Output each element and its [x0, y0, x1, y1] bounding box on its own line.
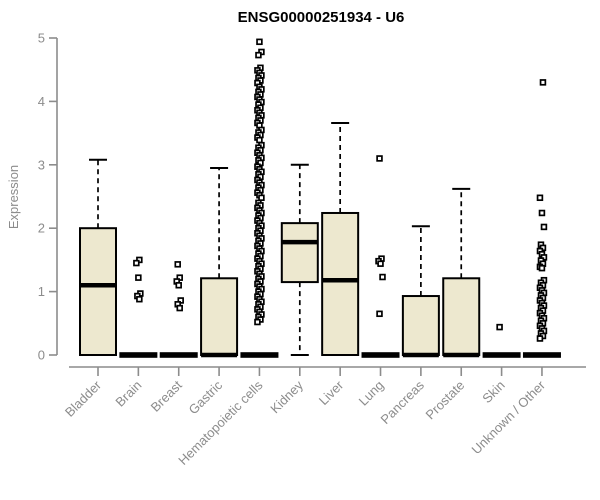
outlier-point: [379, 273, 386, 281]
collapsed-box: [361, 352, 400, 358]
y-tick-label: 4: [38, 94, 45, 109]
box-group: [79, 158, 117, 356]
outlier-point: [538, 264, 546, 272]
y-tick-label: 3: [38, 157, 45, 172]
x-tick-label: Skin: [479, 378, 507, 406]
outlier-point: [538, 209, 546, 217]
x-tick-label: Liver: [316, 377, 347, 408]
box-rect: [442, 277, 481, 357]
chart-title: ENSG00000251934 - U6: [238, 9, 405, 26]
box-rect: [280, 222, 319, 284]
x-tick-label: Unknown / Other: [468, 377, 548, 457]
box-group: [482, 323, 521, 358]
box-group: [522, 79, 561, 358]
x-tick-label: Prostate: [423, 378, 468, 423]
x-tick-label: Brain: [112, 378, 144, 410]
outlier-point: [258, 194, 265, 202]
outlier-point: [254, 318, 261, 326]
y-tick-label: 2: [38, 221, 45, 236]
x-tick-label: Lung: [356, 378, 387, 409]
box-group: [240, 38, 279, 358]
outlier-point: [255, 51, 262, 59]
outlier-point: [135, 274, 142, 281]
collapsed-box: [240, 352, 279, 358]
outlier-point: [376, 310, 383, 318]
collapsed-box: [522, 352, 561, 358]
box-rect: [200, 277, 239, 357]
outlier-point: [376, 155, 383, 162]
box-group: [442, 187, 481, 358]
x-tick-label: Gastric: [185, 377, 225, 417]
outlier-point: [133, 259, 140, 267]
box-group: [321, 121, 360, 356]
collapsed-box: [119, 352, 158, 358]
x-tick-label: Bladder: [62, 377, 105, 420]
outlier-point: [536, 335, 544, 342]
outlier-point: [496, 323, 503, 331]
outlier-point: [175, 282, 182, 289]
y-tick-label: 5: [38, 31, 45, 46]
x-tick-label: Pancreas: [378, 377, 428, 427]
outlier-point: [256, 38, 263, 46]
boxes: [79, 38, 561, 358]
outlier-point: [539, 79, 547, 86]
x-tick-label: Breast: [148, 377, 185, 414]
y-tick-label: 0: [38, 348, 45, 363]
y-tick-label: 1: [38, 284, 45, 299]
box-rect: [401, 295, 440, 356]
outlier-point: [377, 260, 384, 267]
box-rect: [79, 227, 117, 356]
box-group: [200, 166, 239, 358]
outlier-point: [136, 295, 143, 303]
box-rect: [321, 211, 360, 356]
collapsed-box: [159, 352, 198, 358]
outlier-point: [174, 261, 181, 268]
outlier-point: [176, 304, 183, 312]
outlier-point: [536, 194, 544, 202]
x-tick-label: Kidney: [267, 377, 306, 416]
outlier-point: [256, 136, 263, 144]
box-group: [159, 261, 198, 358]
box-group: [401, 225, 440, 358]
box-group: [280, 163, 319, 356]
outlier-point: [540, 223, 548, 231]
y-axis-label: Expression: [6, 165, 21, 229]
collapsed-box: [482, 352, 521, 358]
box-group: [361, 155, 400, 358]
box-group: [119, 256, 158, 358]
